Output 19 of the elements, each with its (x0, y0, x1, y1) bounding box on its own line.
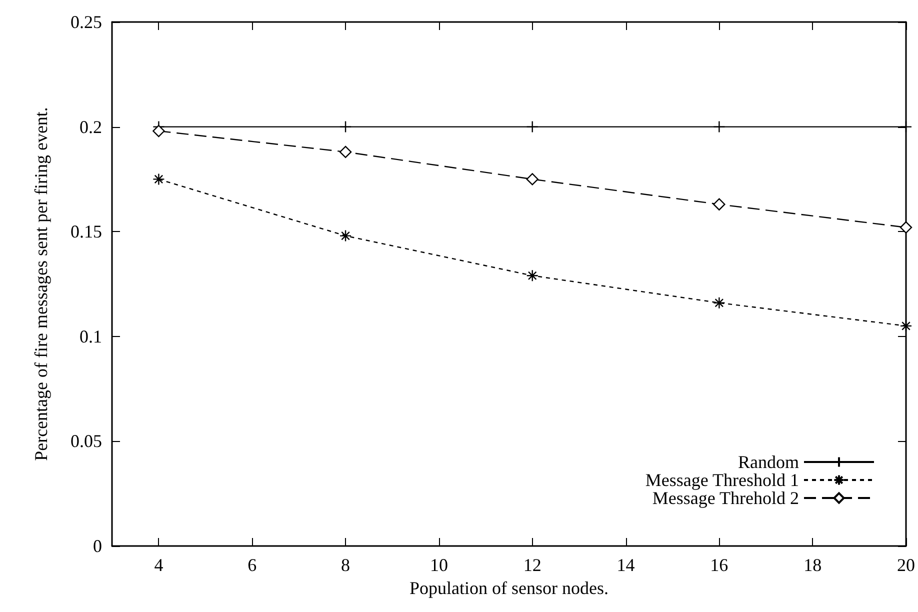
x-tick-label: 14 (616, 555, 635, 575)
x-tick-label: 4 (154, 555, 164, 575)
x-tick-label: 10 (430, 555, 448, 575)
legend-label: Message Threshold 1 (645, 470, 799, 490)
y-tick-label: 0.05 (70, 431, 102, 452)
x-tick-label: 12 (523, 555, 542, 575)
x-tick-label: 20 (897, 555, 915, 575)
y-axis-title: Percentage of fire messages sent per firing event. (31, 107, 51, 461)
y-tick-label: 0 (93, 536, 102, 556)
y-tick-label: 0.15 (70, 222, 102, 242)
x-tick-label: 6 (248, 555, 257, 575)
x-tick-label: 18 (804, 555, 822, 575)
legend-label: Random (738, 452, 799, 472)
x-axis-title: Population of sensor nodes. (410, 578, 608, 598)
x-tick-label: 16 (710, 555, 728, 575)
y-tick-label: 0.1 (80, 326, 102, 346)
x-tick-label: 8 (341, 555, 350, 575)
y-tick-label: 0.25 (70, 12, 102, 32)
y-tick-label: 0.2 (80, 116, 102, 137)
